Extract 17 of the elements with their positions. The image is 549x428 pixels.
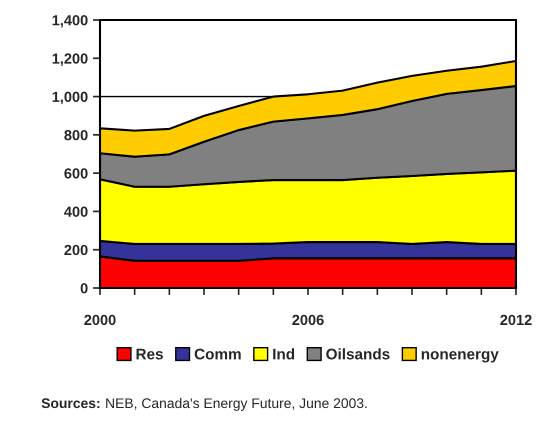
- y-tick-label: 1,000: [52, 92, 88, 104]
- y-tick-label: 400: [64, 206, 88, 217]
- x-tick-label: 2006: [292, 314, 324, 326]
- y-tick-label: 1,400: [52, 15, 88, 28]
- legend-label: nonenergy: [422, 351, 499, 363]
- x-tick-label: 2012: [500, 314, 532, 326]
- legend-label: Comm: [194, 348, 241, 360]
- source-note: Sources: NEB, Canada's Energy Future, June 2003.: [42, 398, 367, 411]
- x-tick-label: 2000: [84, 314, 116, 326]
- y-tick-label: 200: [64, 244, 88, 256]
- y-tick-label: 0: [80, 283, 88, 294]
- y-tick-label: 1,200: [52, 53, 88, 66]
- y-tick-label: 600: [64, 168, 88, 179]
- legend-label: Res: [136, 348, 163, 360]
- legend-label: Ind: [273, 348, 294, 360]
- legend-label: Oilsands: [326, 348, 390, 360]
- y-tick-label: 800: [64, 130, 88, 140]
